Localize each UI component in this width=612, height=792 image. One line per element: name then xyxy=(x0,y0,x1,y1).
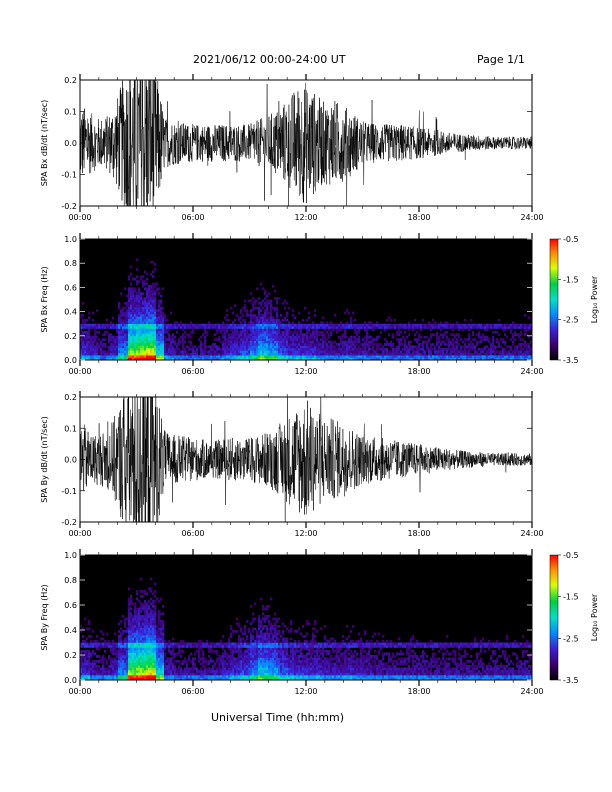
colorbar-tick-label: -1.5 xyxy=(563,593,579,602)
y-tick-label: -0.1 xyxy=(61,487,77,496)
colorbar-tick-label: -2.5 xyxy=(563,316,579,325)
y-tick-label: 0.2 xyxy=(64,651,77,660)
colorbar-tick-label: -3.5 xyxy=(563,676,579,685)
y-axis-label: SPA Bx dB/dt (nT/sec) xyxy=(40,100,49,187)
x-tick-label: 00:00 xyxy=(68,213,91,222)
x-tick-label: 00:00 xyxy=(68,367,91,376)
colorbar-tick-label: -2.5 xyxy=(563,634,579,643)
y-tick-label: 0.8 xyxy=(64,576,77,585)
y-tick-label: 0.8 xyxy=(64,259,77,268)
waveform-series xyxy=(80,80,532,206)
chart-panel-3: 0.2 0.1 0.0 -0.1 -0.2 SPA By dB/dt (nT/sec) 00… xyxy=(40,391,544,538)
y-tick-label: 0.1 xyxy=(64,424,77,433)
page-indicator: Page 1/1 xyxy=(477,53,525,66)
chart-panel-4: -0.5 -1.5 -2.5 -3.5 Log₁₀ Power 1.0 0.8 0.6 0.4 0… xyxy=(40,549,599,696)
y-axis-label: SPA Bx Freq (Hz) xyxy=(40,266,49,332)
colorbar-tick-label: -0.5 xyxy=(563,235,579,244)
spectrogram-cells xyxy=(80,258,533,361)
x-tick-label: 06:00 xyxy=(181,529,204,538)
x-tick-label: 12:00 xyxy=(294,367,317,376)
x-tick-label: 12:00 xyxy=(294,213,317,222)
x-tick-label: 00:00 xyxy=(68,529,91,538)
x-tick-label: 12:00 xyxy=(294,529,317,538)
y-tick-label: -0.1 xyxy=(61,171,77,180)
y-tick-label: 0.2 xyxy=(64,393,77,402)
y-tick-label: 0.0 xyxy=(64,356,77,365)
x-tick-label: 00:00 xyxy=(68,687,91,696)
x-tick-label: 18:00 xyxy=(407,213,430,222)
x-tick-label: 06:00 xyxy=(181,687,204,696)
colorbar-label: Log₁₀ Power xyxy=(590,275,599,323)
x-axis-label: Universal Time (hh:mm) xyxy=(211,711,344,724)
figure-title: 2021/06/12 00:00-24:00 UT xyxy=(193,53,346,66)
colorbar-tick-label: -3.5 xyxy=(563,356,579,365)
x-tick-label: 24:00 xyxy=(520,367,543,376)
x-tick-label: 24:00 xyxy=(520,529,543,538)
chart-panel-1: 0.2 0.1 0.0 -0.1 -0.2 SPA Bx dB/dt (nT/sec) 00… xyxy=(40,74,544,222)
y-tick-label: -0.2 xyxy=(61,518,77,527)
x-tick-label: 18:00 xyxy=(407,687,430,696)
colorbar xyxy=(549,238,559,361)
y-tick-label: -0.2 xyxy=(61,202,77,211)
y-axis-label: SPA By dB/dt (nT/sec) xyxy=(40,416,49,503)
y-tick-label: 0.4 xyxy=(64,626,77,635)
y-tick-label: 1.0 xyxy=(64,235,77,244)
y-tick-label: 0.6 xyxy=(64,601,77,610)
spectrogram-cells xyxy=(80,577,533,681)
x-tick-label: 24:00 xyxy=(520,213,543,222)
x-tick-label: 24:00 xyxy=(520,687,543,696)
x-tick-label: 12:00 xyxy=(294,687,317,696)
y-axis-label: SPA By Freq (Hz) xyxy=(40,584,49,650)
y-tick-label: 0.1 xyxy=(64,108,77,117)
waveform-series xyxy=(80,397,532,522)
colorbar-tick-label: -0.5 xyxy=(563,551,579,560)
y-tick-label: 0.0 xyxy=(64,456,77,465)
y-tick-label: 0.4 xyxy=(64,308,77,317)
y-tick-label: 0.2 xyxy=(64,332,77,341)
y-tick-label: 0.6 xyxy=(64,283,77,292)
x-tick-label: 06:00 xyxy=(181,213,204,222)
y-tick-label: 0.0 xyxy=(64,676,77,685)
x-tick-label: 18:00 xyxy=(407,367,430,376)
colorbar-label: Log₁₀ Power xyxy=(590,593,599,641)
x-tick-label: 18:00 xyxy=(407,529,430,538)
colorbar-tick-label: -1.5 xyxy=(563,275,579,284)
colorbar xyxy=(549,554,559,681)
chart-panel-2: -0.5 -1.5 -2.5 -3.5 Log₁₀ Power 1.0 0.8 0.6 0.4 0… xyxy=(40,233,599,376)
y-tick-label: 1.0 xyxy=(64,551,77,560)
x-tick-label: 06:00 xyxy=(181,367,204,376)
y-tick-label: 0.2 xyxy=(64,76,77,85)
y-tick-label: 0.0 xyxy=(64,139,77,148)
